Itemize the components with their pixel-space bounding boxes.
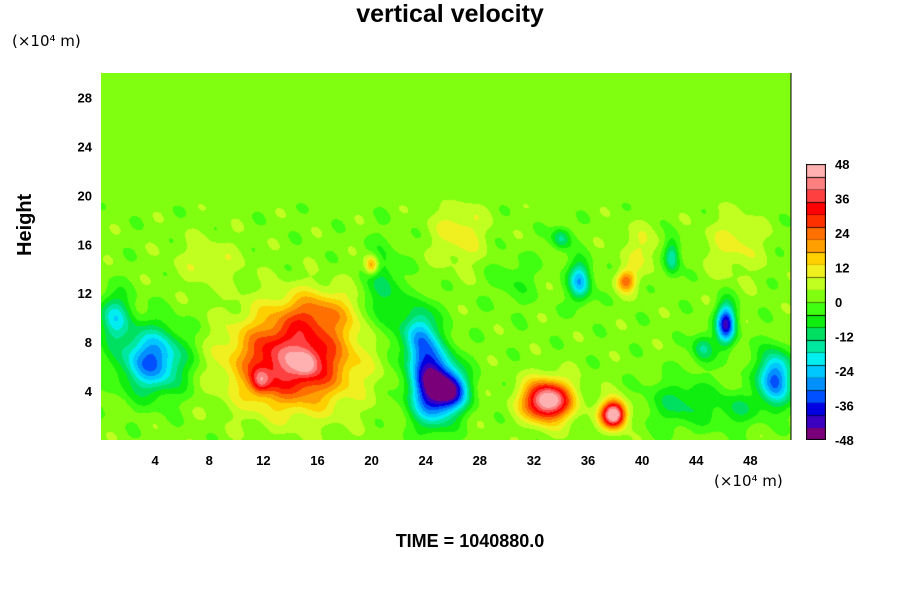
x-tick-label: 8 xyxy=(206,453,213,468)
x-tick-label: 48 xyxy=(743,453,757,468)
colorbar-tick-label: 12 xyxy=(835,261,849,276)
x-tick-label: 36 xyxy=(581,453,595,468)
y-tick-label: 24 xyxy=(78,139,93,154)
colorbar-tick-label: -24 xyxy=(835,364,855,379)
y-tick-label: 4 xyxy=(85,384,93,399)
y-tick-label: 16 xyxy=(78,237,92,252)
y-tick-label: 28 xyxy=(78,90,92,105)
colorbar-tick-label: -36 xyxy=(835,399,854,414)
y-tick-label: 20 xyxy=(78,188,92,203)
colorbar-tick-label: 48 xyxy=(835,157,849,172)
time-label: TIME = 1040880.0 xyxy=(395,531,545,551)
colorbar-tick-label: 24 xyxy=(835,226,850,241)
x-tick-label: 40 xyxy=(635,453,649,468)
chart-title: vertical velocity xyxy=(356,0,544,28)
x-tick-label: 44 xyxy=(689,453,704,468)
y-tick-label: 12 xyxy=(78,286,92,301)
colorbar-tick-label: -48 xyxy=(835,433,854,448)
x-tick-label: 4 xyxy=(152,453,160,468)
y-axis-unit-label: (×10⁴ m) xyxy=(12,32,81,50)
colorbar-tick-label: 0 xyxy=(835,295,842,310)
x-tick-label: 32 xyxy=(527,453,541,468)
x-tick-label: 20 xyxy=(364,453,378,468)
colorbar-tick-label: -12 xyxy=(835,330,854,345)
x-tick-label: 16 xyxy=(310,453,324,468)
heatmap-plot-area xyxy=(101,73,791,440)
x-tick-label: 28 xyxy=(473,453,487,468)
colorbar xyxy=(806,164,826,440)
colorbar-tick-label: 36 xyxy=(835,192,849,207)
y-tick-label: 8 xyxy=(85,335,92,350)
x-tick-label: 24 xyxy=(418,453,433,468)
x-axis-unit-label: (×10⁴ m) xyxy=(714,472,783,490)
x-tick-label: 12 xyxy=(256,453,270,468)
